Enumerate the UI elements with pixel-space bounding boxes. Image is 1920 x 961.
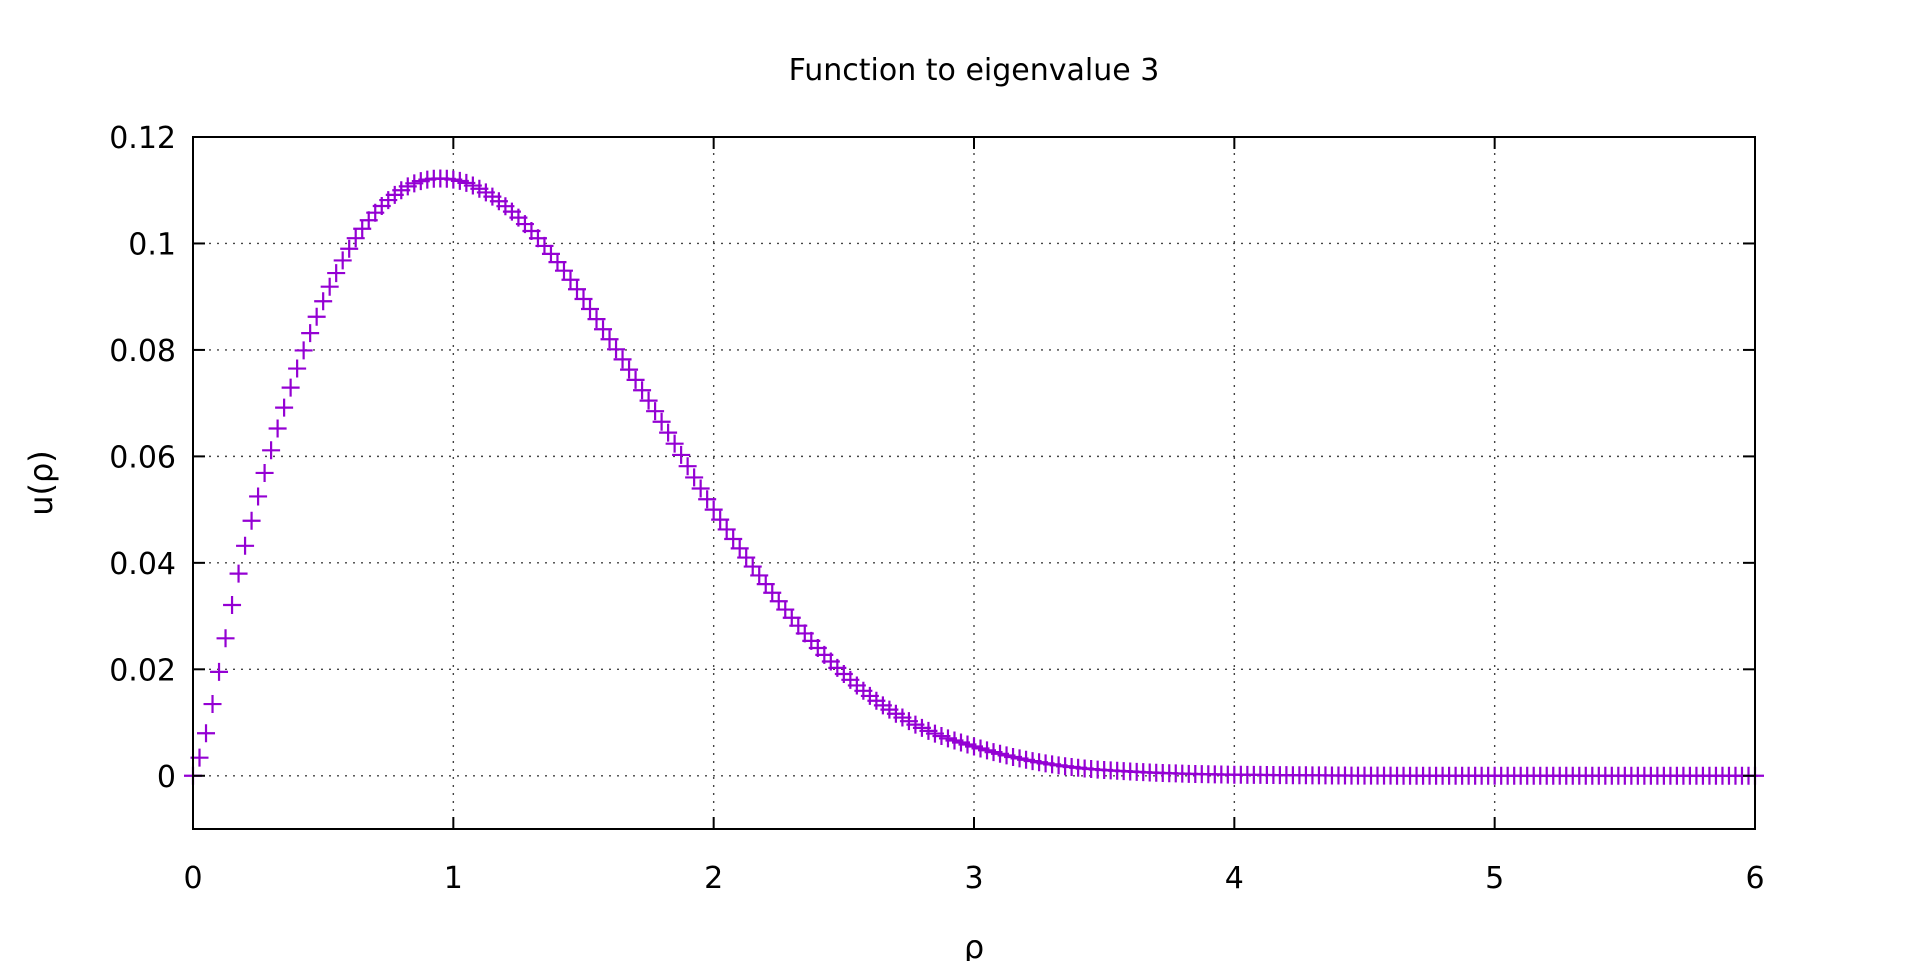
- data-series: [184, 169, 1764, 785]
- x-tick-label: 0: [183, 861, 202, 896]
- data-point: [294, 341, 313, 360]
- y-tick-labels: 0 0.02 0.04 0.06 0.08 0.1 0.12: [109, 121, 176, 795]
- data-point: [672, 445, 691, 464]
- data-point: [255, 463, 274, 482]
- data-point: [320, 277, 339, 296]
- data-point: [262, 441, 281, 460]
- x-axis-label: ρ: [964, 928, 984, 961]
- data-point: [665, 434, 684, 453]
- y-tick-label: 0.04: [109, 547, 176, 582]
- y-tick-label: 0: [157, 760, 176, 795]
- x-tick-labels: 0 1 2 3 4 5 6: [183, 861, 1764, 896]
- data-point: [724, 530, 743, 549]
- data-point: [210, 662, 229, 681]
- y-tick-label: 0.06: [109, 440, 176, 475]
- y-tick-label: 0.08: [109, 334, 176, 369]
- data-point: [626, 370, 645, 389]
- chart-title: Function to eigenvalue 3: [789, 53, 1160, 88]
- data-point: [646, 402, 665, 421]
- data-point: [340, 239, 359, 258]
- data-point: [268, 419, 287, 438]
- data-point: [737, 548, 756, 567]
- data-point: [607, 340, 626, 359]
- data-point: [600, 330, 619, 349]
- data-point: [652, 412, 671, 431]
- x-tick-label: 4: [1225, 861, 1244, 896]
- data-point: [346, 229, 365, 248]
- data-point: [567, 280, 586, 299]
- data-point: [659, 423, 678, 442]
- data-point: [730, 539, 749, 558]
- data-point: [691, 479, 710, 498]
- data-point: [242, 511, 261, 530]
- data-point: [288, 359, 307, 378]
- data-point: [587, 310, 606, 329]
- y-tick-label: 0.02: [109, 653, 176, 688]
- data-point: [711, 510, 730, 529]
- data-point: [223, 595, 242, 614]
- data-point: [554, 261, 573, 280]
- data-point: [197, 724, 216, 743]
- data-point: [203, 695, 222, 714]
- data-point: [698, 490, 717, 509]
- data-point: [594, 320, 613, 339]
- y-tick-label: 0.1: [128, 227, 176, 262]
- data-point: [678, 457, 697, 476]
- data-point: [633, 381, 652, 400]
- x-tick-label: 6: [1745, 861, 1764, 896]
- y-tick-label: 0.12: [109, 121, 176, 156]
- data-point: [639, 391, 658, 410]
- data-point: [249, 487, 268, 506]
- data-point: [561, 270, 580, 289]
- data-point: [685, 468, 704, 487]
- data-point: [236, 536, 255, 555]
- data-point: [327, 264, 346, 283]
- x-tick-label: 5: [1485, 861, 1504, 896]
- data-point: [314, 292, 333, 311]
- x-tick-label: 1: [444, 861, 463, 896]
- data-point: [581, 300, 600, 319]
- data-point: [704, 500, 723, 519]
- data-point: [574, 290, 593, 309]
- data-point: [613, 350, 632, 369]
- grid: [193, 137, 1755, 829]
- data-point: [307, 307, 326, 326]
- data-point: [717, 520, 736, 539]
- y-axis-label: u(ρ): [22, 450, 60, 516]
- data-point: [229, 564, 248, 583]
- data-point: [275, 398, 294, 417]
- data-point: [620, 360, 639, 379]
- data-point: [301, 324, 320, 343]
- x-tick-label: 3: [964, 861, 983, 896]
- data-point: [281, 378, 300, 397]
- data-point: [216, 629, 235, 648]
- x-tick-label: 2: [704, 861, 723, 896]
- axis-ticks: [192, 136, 1756, 829]
- data-point: [333, 251, 352, 270]
